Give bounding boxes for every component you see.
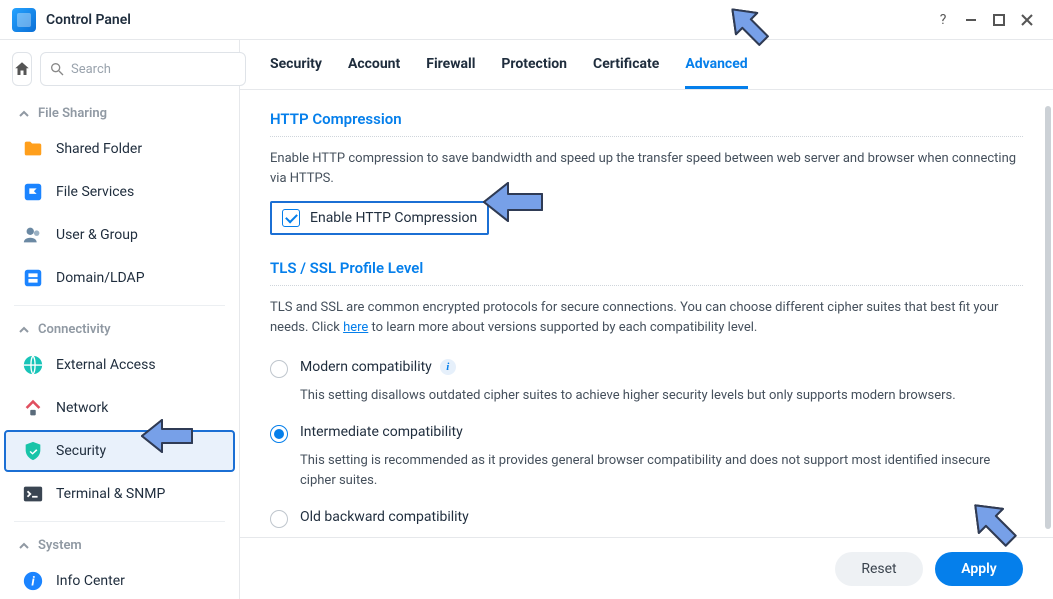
footer-bar: Reset Apply	[240, 537, 1053, 599]
info-icon[interactable]: i	[440, 359, 456, 375]
file-services-icon	[22, 181, 44, 203]
network-icon	[22, 397, 44, 419]
info-icon: i	[22, 570, 44, 592]
section-desc-http-compression: Enable HTTP compression to save bandwidt…	[270, 149, 1023, 189]
sidebar-item-label: Security	[56, 443, 106, 459]
tab-account[interactable]: Account	[348, 56, 400, 89]
terminal-icon	[22, 483, 44, 505]
radio-old-backward-compatibility[interactable]: Old backward compatibility	[270, 501, 1023, 534]
shield-icon	[22, 440, 44, 462]
chevron-up-icon	[18, 324, 30, 336]
section-title-http-compression: HTTP Compression	[270, 106, 1023, 136]
sidebar: File Sharing Shared Folder File Services…	[0, 40, 240, 599]
reset-button[interactable]: Reset	[835, 552, 923, 586]
folder-icon	[22, 138, 44, 160]
sidebar-item-label: Info Center	[56, 573, 125, 589]
chevron-up-icon	[18, 108, 30, 120]
sidebar-item-domain-ldap[interactable]: Domain/LDAP	[4, 257, 235, 299]
radio-intermediate-compatibility[interactable]: Intermediate compatibility	[270, 416, 1023, 449]
tab-protection[interactable]: Protection	[501, 56, 567, 89]
home-button[interactable]	[12, 52, 32, 86]
radio-desc-intermediate: This setting is recommended as it provid…	[270, 449, 1023, 501]
tls-learn-more-link[interactable]: here	[343, 320, 368, 335]
sidebar-group-system[interactable]: System	[0, 528, 239, 559]
radio-icon	[270, 360, 288, 378]
sidebar-item-label: Domain/LDAP	[56, 270, 145, 286]
radio-desc-modern: This setting disallows outdated cipher s…	[270, 384, 1023, 416]
apply-button[interactable]: Apply	[935, 552, 1023, 586]
radio-label: Intermediate compatibility	[300, 424, 463, 440]
globe-icon	[22, 354, 44, 376]
sidebar-item-label: External Access	[56, 357, 156, 373]
sidebar-group-file-sharing[interactable]: File Sharing	[0, 96, 239, 127]
search-input[interactable]	[71, 62, 237, 77]
sidebar-item-label: User & Group	[56, 227, 138, 243]
sidebar-group-label: System	[38, 538, 82, 553]
tab-bar: Security Account Firewall Protection Cer…	[240, 40, 1053, 90]
radio-label: Modern compatibility	[300, 359, 432, 375]
minimize-button[interactable]	[957, 6, 985, 34]
enable-http-compression-checkbox[interactable]: Enable HTTP Compression	[270, 201, 489, 235]
sidebar-item-file-services[interactable]: File Services	[4, 171, 235, 213]
search-icon	[49, 61, 65, 77]
content-pane: Security Account Firewall Protection Cer…	[240, 40, 1053, 599]
close-button[interactable]	[1013, 6, 1041, 34]
section-desc-tls-ssl: TLS and SSL are common encrypted protoco…	[270, 298, 1023, 338]
content-scroll[interactable]: HTTP Compression Enable HTTP compression…	[240, 90, 1053, 599]
help-button[interactable]: ?	[929, 6, 957, 34]
sidebar-item-label: Terminal & SNMP	[56, 486, 165, 502]
maximize-button[interactable]	[985, 6, 1013, 34]
sidebar-item-shared-folder[interactable]: Shared Folder	[4, 128, 235, 170]
tab-firewall[interactable]: Firewall	[426, 56, 475, 89]
sidebar-item-info-center[interactable]: i Info Center	[4, 560, 235, 599]
sidebar-item-label: Shared Folder	[56, 141, 142, 157]
checkbox-icon	[282, 209, 300, 227]
sidebar-item-user-group[interactable]: User & Group	[4, 214, 235, 256]
section-title-tls-ssl: TLS / SSL Profile Level	[270, 255, 1023, 285]
app-icon	[12, 8, 36, 32]
sidebar-item-network[interactable]: Network	[4, 387, 235, 429]
sidebar-item-label: File Services	[56, 184, 134, 200]
tab-advanced[interactable]: Advanced	[685, 56, 747, 89]
domain-icon	[22, 267, 44, 289]
checkbox-label: Enable HTTP Compression	[310, 210, 477, 226]
scrollbar[interactable]	[1045, 106, 1051, 529]
radio-icon	[270, 510, 288, 528]
sidebar-group-label: File Sharing	[38, 106, 107, 121]
sidebar-item-security[interactable]: Security	[4, 430, 235, 472]
window-titlebar: Control Panel ?	[0, 0, 1053, 40]
users-icon	[22, 224, 44, 246]
radio-label: Old backward compatibility	[300, 509, 469, 525]
sidebar-item-label: Network	[56, 400, 108, 416]
window-title: Control Panel	[46, 12, 131, 28]
sidebar-group-connectivity[interactable]: Connectivity	[0, 312, 239, 343]
radio-icon	[270, 425, 288, 443]
sidebar-item-external-access[interactable]: External Access	[4, 344, 235, 386]
chevron-up-icon	[18, 540, 30, 552]
tab-certificate[interactable]: Certificate	[593, 56, 659, 89]
tab-security[interactable]: Security	[270, 56, 322, 89]
search-input-wrap[interactable]	[40, 52, 246, 86]
radio-modern-compatibility[interactable]: Modern compatibility i	[270, 351, 1023, 384]
sidebar-item-terminal-snmp[interactable]: Terminal & SNMP	[4, 473, 235, 515]
sidebar-group-label: Connectivity	[38, 322, 111, 337]
